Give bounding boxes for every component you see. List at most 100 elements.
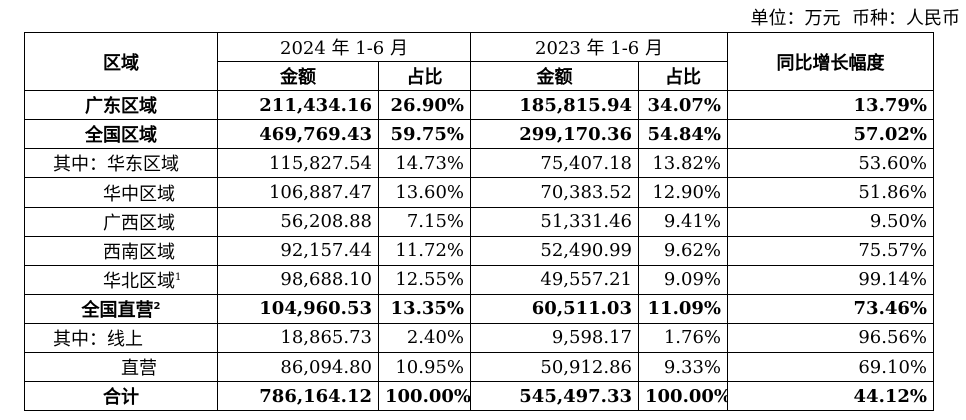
region-label-cell: 西南区域 <box>24 235 218 266</box>
value-cell-amt23: 49,557.21 <box>470 264 639 295</box>
value-cell-yoy: 51.86% <box>727 177 934 208</box>
value-cell-pct23: 11.09% <box>638 293 728 324</box>
value-cell-amt24: 211,434.16 <box>217 90 379 121</box>
value-cell-yoy: 96.56% <box>727 322 934 354</box>
table-body: 广东区域 211,434.16 26.90% 185,815.94 34.07% 13.7… <box>24 90 934 412</box>
value-cell-pct24: 26.90% <box>378 90 471 121</box>
header-period-2024: 2024 年 1-6 月 <box>217 31 471 63</box>
table-row: 全国区域 469,769.43 59.75% 299,170.36 54.84% 57.0… <box>24 119 934 150</box>
value-cell-amt24: 104,960.53 <box>217 293 379 324</box>
value-cell-amt24: 92,157.44 <box>217 235 379 266</box>
value-cell-amt23: 51,331.46 <box>470 206 639 237</box>
value-cell-pct23: 12.90% <box>638 177 728 208</box>
value-cell-amt24: 106,887.47 <box>217 177 379 208</box>
value-cell-amt23: 50,912.86 <box>470 352 639 383</box>
region-label: 广西区域 <box>103 212 175 234</box>
value-cell-pct24: 7.15% <box>378 206 471 237</box>
value-cell-pct24: 12.55% <box>378 264 471 295</box>
region-label-cell: 其中：华东区域 <box>24 148 218 179</box>
value-cell-yoy: 99.14% <box>727 264 934 295</box>
value-cell-yoy: 9.50% <box>727 206 934 237</box>
value-cell-amt23: 545,497.33 <box>470 381 639 412</box>
region-label: 西南区域 <box>103 241 175 263</box>
value-cell-amt24: 469,769.43 <box>217 119 379 150</box>
value-cell-amt23: 185,815.94 <box>470 90 639 121</box>
header-row-periods: 区域 2024 年 1-6 月 2023 年 1-6 月 同比增长幅度 <box>24 31 934 92</box>
header-row-columns: 金额 占比 金额 占比 <box>25 61 934 92</box>
value-cell-amt23: 70,383.52 <box>470 177 639 208</box>
region-label-cell: 全国直营2 <box>24 293 218 324</box>
header-period-2023: 2023 年 1-6 月 <box>470 31 728 63</box>
region-label-cell: 广东区域 <box>24 90 218 121</box>
region-label: 全国区域 <box>85 125 157 147</box>
table-row: 合计 786,164.12 100.00% 545,497.33 100.00% 44.1… <box>24 381 934 412</box>
table-row: 全国直营2 104,960.53 13.35% 60,511.03 11.09% 73.4… <box>24 293 934 324</box>
value-cell-yoy: 13.79% <box>727 90 934 121</box>
table-row: 广东区域 211,434.16 26.90% 185,815.94 34.07% 13.7… <box>24 90 934 121</box>
region-label: 广东区域 <box>85 96 157 118</box>
value-cell-pct23: 100.00% <box>638 381 728 412</box>
region-label-cell: 直营 <box>24 352 218 383</box>
value-cell-pct24: 13.35% <box>378 293 471 324</box>
region-label-cell: 其中：线上 <box>24 322 218 354</box>
table-row: 西南区域 92,157.44 11.72% 52,490.99 9.62% 75.57% <box>24 235 934 266</box>
table-row: 华北区域1 98,688.10 12.55% 49,557.21 9.09% 99.14% <box>24 264 934 295</box>
header-yoy: 同比增长幅度 <box>727 31 934 92</box>
value-cell-pct23: 34.07% <box>638 90 728 121</box>
value-cell-pct23: 9.33% <box>638 352 728 383</box>
region-label: 华中区域 <box>103 183 175 205</box>
value-cell-pct23: 54.84% <box>638 119 728 150</box>
value-cell-pct24: 59.75% <box>378 119 471 150</box>
value-cell-amt23: 52,490.99 <box>470 235 639 266</box>
value-cell-yoy: 69.10% <box>727 352 934 383</box>
value-cell-pct24: 2.40% <box>378 322 471 354</box>
region-label-cell: 华中区域 <box>24 177 218 208</box>
unit-currency-note: 单位：万元 币种：人民币 <box>750 8 960 29</box>
region-label: 直营 <box>121 358 157 380</box>
footnote-marker: 2 <box>153 300 161 312</box>
value-cell-amt24: 98,688.10 <box>217 264 379 295</box>
value-cell-yoy: 44.12% <box>727 381 934 412</box>
table-row: 其中：华东区域 115,827.54 14.73% 75,407.18 13.82% 53… <box>24 148 934 179</box>
value-cell-pct23: 1.76% <box>638 322 728 354</box>
regional-revenue-table: 区域 2024 年 1-6 月 2023 年 1-6 月 同比增长幅度 金额 占… <box>24 31 934 412</box>
value-cell-yoy: 53.60% <box>727 148 934 179</box>
value-cell-amt23: 75,407.18 <box>470 148 639 179</box>
value-cell-amt24: 56,208.88 <box>217 206 379 237</box>
value-cell-amt23: 299,170.36 <box>470 119 639 150</box>
table-row: 华中区域 106,887.47 13.60% 70,383.52 12.90% 51.86… <box>24 177 934 208</box>
value-cell-pct23: 13.82% <box>638 148 728 179</box>
region-label-cell: 合计 <box>24 381 218 412</box>
value-cell-pct23: 9.09% <box>638 264 728 295</box>
value-cell-amt24: 115,827.54 <box>217 148 379 179</box>
value-cell-amt24: 86,094.80 <box>217 352 379 383</box>
region-label-cell: 广西区域 <box>24 206 218 237</box>
value-cell-pct23: 9.62% <box>638 235 728 266</box>
value-cell-pct24: 14.73% <box>378 148 471 179</box>
header-share-2023: 占比 <box>638 61 728 92</box>
region-label: 华北区域 <box>103 270 175 292</box>
value-cell-yoy: 75.57% <box>727 235 934 266</box>
value-cell-pct24: 100.00% <box>378 381 471 412</box>
table-row: 直营 86,094.80 10.95% 50,912.86 9.33% 69.10% <box>24 352 934 383</box>
region-label-cell: 华北区域1 <box>24 264 218 295</box>
table-row: 广西区域 56,208.88 7.15% 51,331.46 9.41% 9.50% <box>24 206 934 237</box>
region-label: 全国直营 <box>81 299 154 321</box>
value-cell-amt24: 18,865.73 <box>217 322 379 354</box>
region-label: 其中：华东区域 <box>53 154 179 176</box>
value-cell-pct24: 13.60% <box>378 177 471 208</box>
header-amount-2024: 金额 <box>217 61 379 92</box>
region-label-cell: 全国区域 <box>24 119 218 150</box>
header-share-2024: 占比 <box>378 61 471 92</box>
value-cell-amt24: 786,164.12 <box>217 381 379 412</box>
value-cell-pct24: 10.95% <box>378 352 471 383</box>
footnote-marker: 1 <box>175 271 182 283</box>
value-cell-yoy: 57.02% <box>727 119 934 150</box>
value-cell-yoy: 73.46% <box>727 293 934 324</box>
header-region: 区域 <box>24 31 218 92</box>
region-label: 其中：线上 <box>53 328 143 350</box>
value-cell-amt23: 60,511.03 <box>470 293 639 324</box>
value-cell-amt23: 9,598.17 <box>470 322 639 354</box>
region-label: 合计 <box>103 387 139 409</box>
value-cell-pct24: 11.72% <box>378 235 471 266</box>
